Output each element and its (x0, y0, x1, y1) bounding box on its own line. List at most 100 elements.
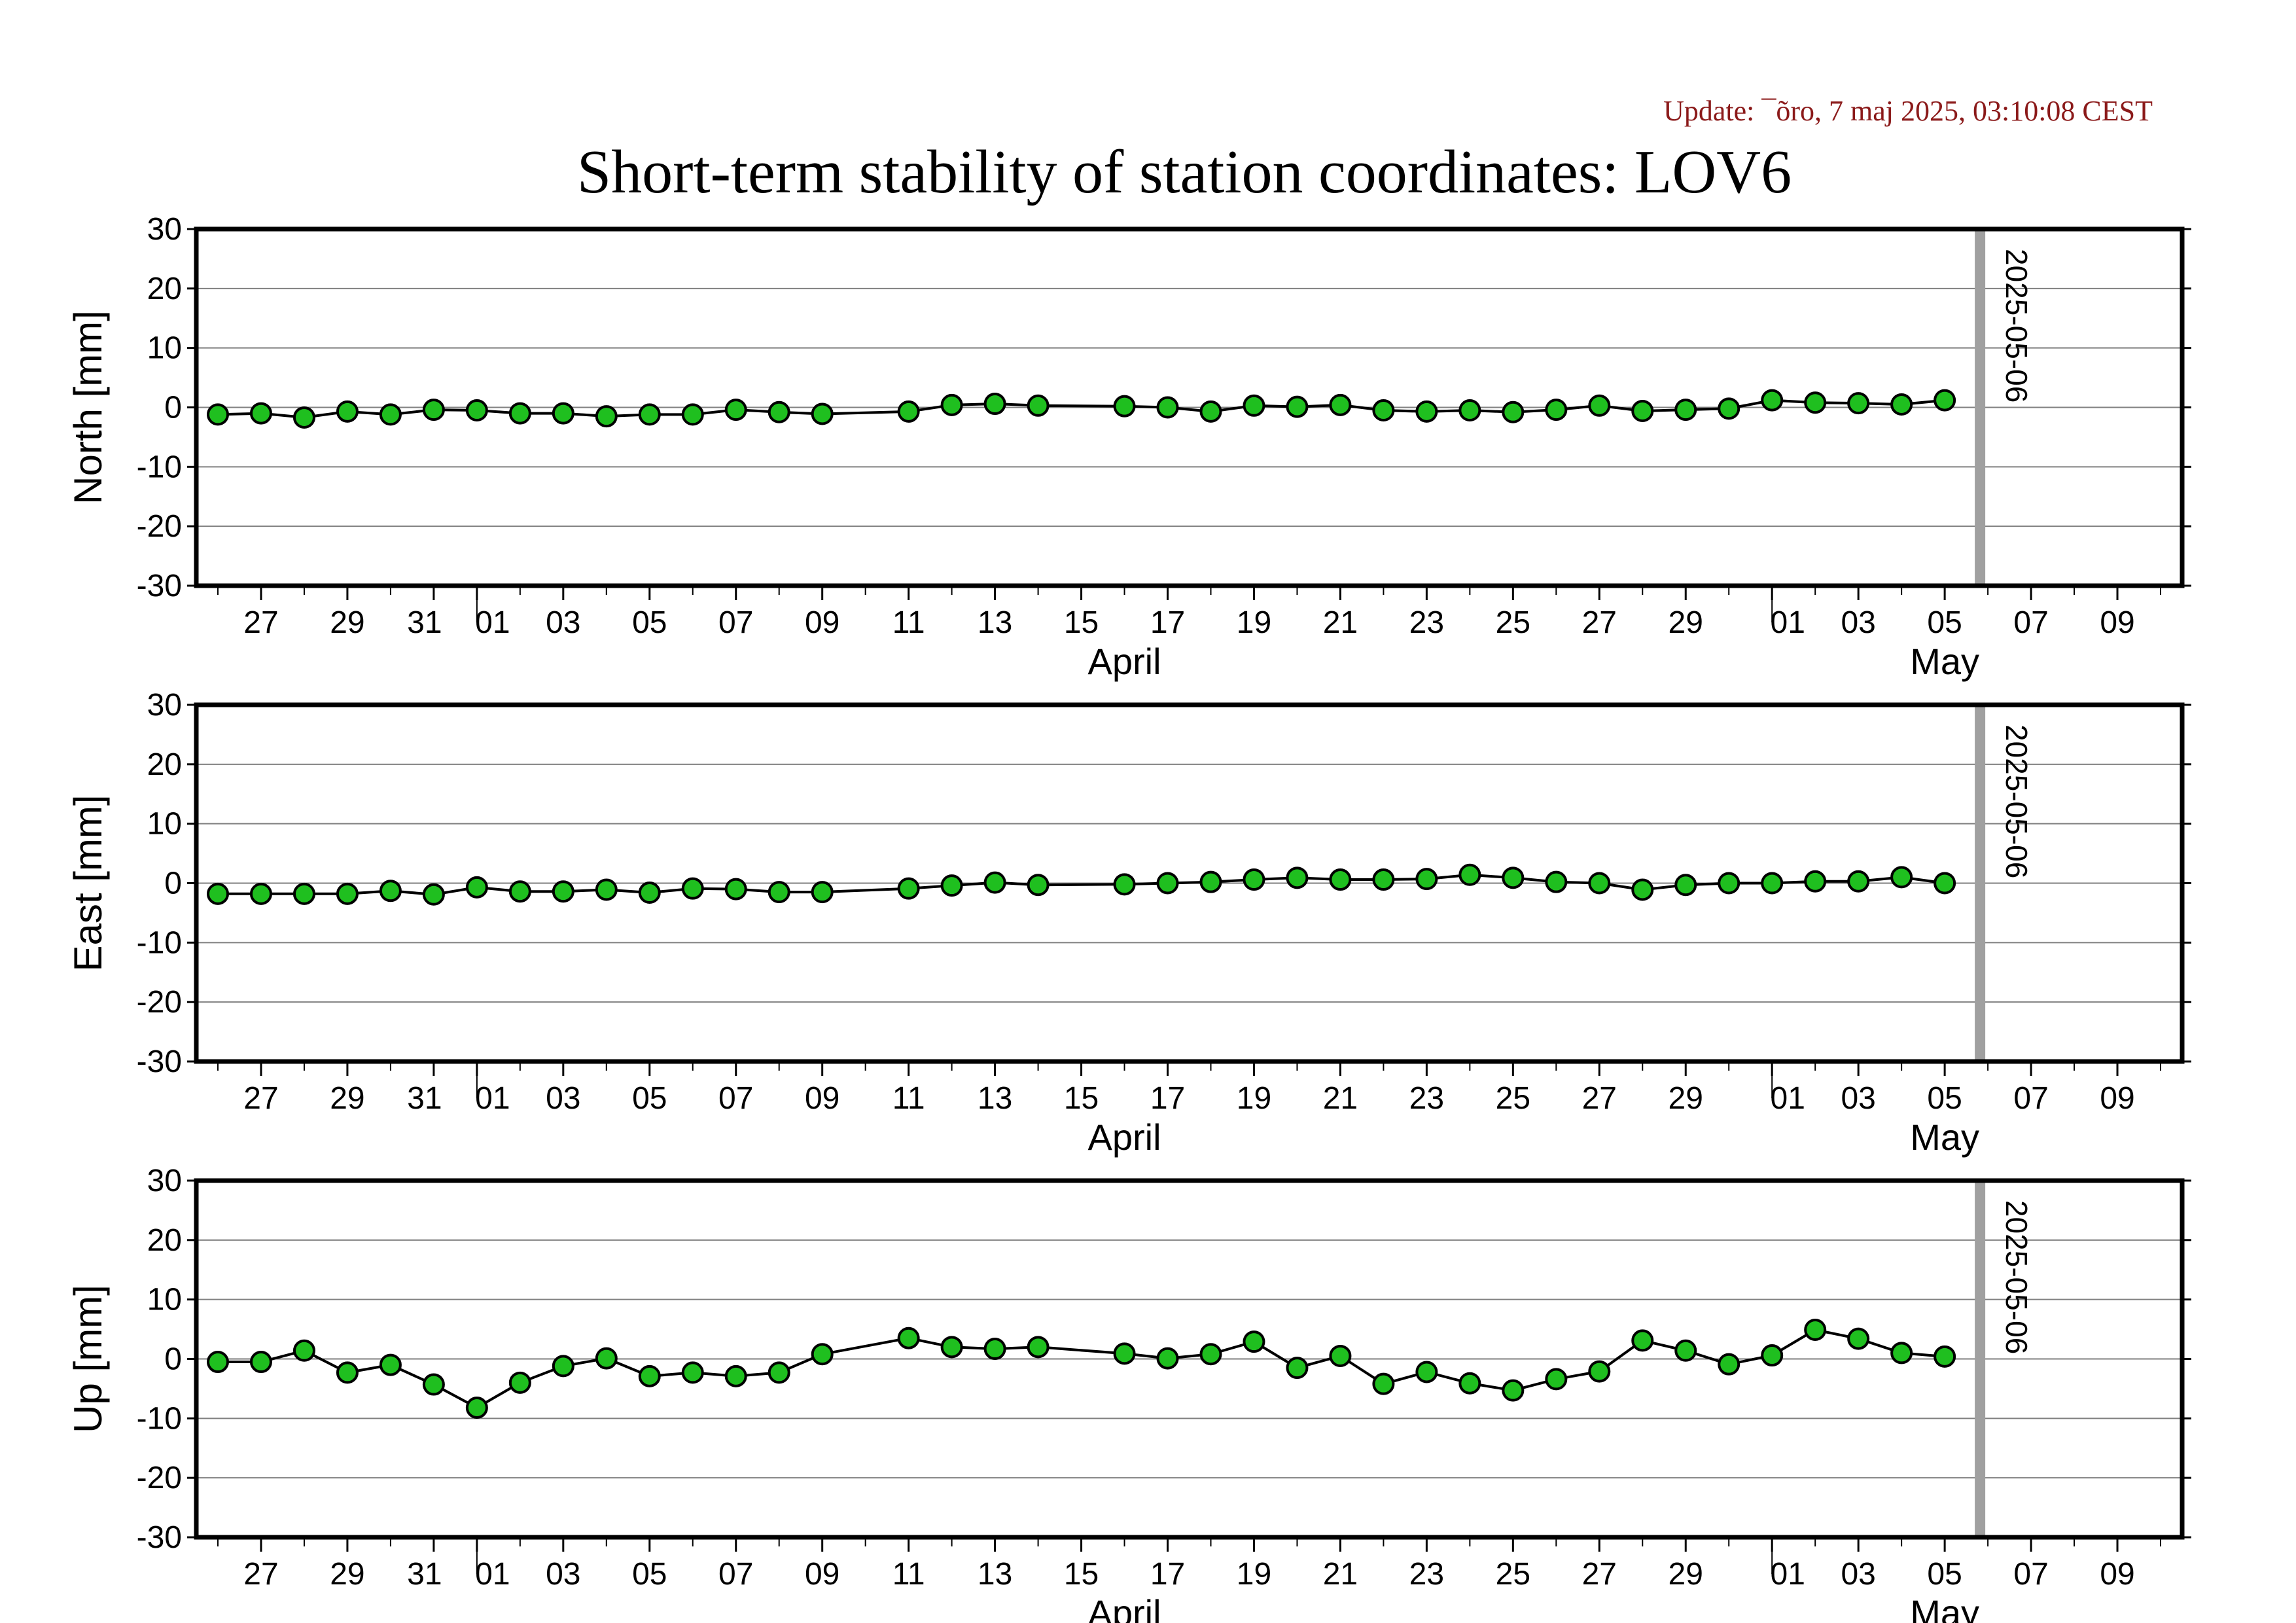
data-point (768, 881, 790, 904)
data-point (768, 1361, 790, 1384)
data-point (1502, 866, 1525, 889)
x-tick-label: 03 (546, 605, 580, 640)
y-tick-label: 30 (147, 212, 182, 247)
data-point (1934, 872, 1956, 895)
data-point (940, 393, 963, 416)
x-tick-label: 23 (1409, 605, 1444, 640)
x-tick-label: 15 (1064, 1557, 1099, 1592)
x-tick-label: 07 (2013, 605, 2048, 640)
data-point (1286, 395, 1309, 418)
y-axis-title: Up [mm] (66, 1285, 110, 1433)
data-point (1631, 399, 1654, 422)
data-point (1329, 393, 1352, 416)
data-point (1243, 394, 1265, 417)
data-point (595, 1347, 618, 1370)
data-point (1588, 394, 1611, 417)
data-point (1847, 870, 1870, 893)
month-label: April (1088, 641, 1161, 682)
data-point (292, 1339, 315, 1362)
data-point (1113, 395, 1136, 418)
data-point (1545, 870, 1568, 893)
data-point (811, 1343, 834, 1366)
x-tick-label: 01 (475, 1081, 510, 1116)
data-point (1243, 868, 1265, 891)
data-point (1199, 1343, 1222, 1366)
data-point (724, 399, 747, 421)
data-point (1545, 1368, 1568, 1391)
x-tick-label: 19 (1237, 1081, 1271, 1116)
plot-frame (194, 1178, 2185, 1540)
data-point (336, 882, 359, 905)
y-tick-label: -20 (137, 1461, 182, 1495)
date-marker-label: 2025-05-06 (2000, 249, 2034, 402)
data-point (983, 871, 1006, 894)
x-tick-label: 05 (632, 605, 667, 640)
data-point (422, 883, 445, 906)
panel-north: 30 20 10 0 -10 -20 -30 2025-05-06 27 29 31 01 03 05 07… (66, 212, 2191, 682)
x-tick-label: 05 (1927, 1557, 1962, 1592)
y-tick-label: -20 (137, 985, 182, 1020)
data-point (1243, 1330, 1265, 1353)
data-point (681, 877, 704, 900)
x-tick-label: 07 (2013, 1557, 2048, 1592)
data-point (1286, 866, 1309, 889)
y-tick-label: -10 (137, 1401, 182, 1436)
data-point (1718, 397, 1740, 420)
x-tick-label: 13 (978, 1081, 1012, 1116)
data-point (552, 402, 574, 425)
data-point (508, 1371, 531, 1394)
data-point (552, 1355, 574, 1378)
data-point (1631, 878, 1654, 901)
data-point (681, 1361, 704, 1384)
data-point (940, 1336, 963, 1359)
data-point (638, 1364, 661, 1387)
data-point (1674, 399, 1697, 421)
y-tick-label: -30 (137, 569, 182, 603)
data-point (422, 1373, 445, 1396)
y-tick-label: 0 (164, 1342, 182, 1377)
data-point (1804, 1318, 1827, 1341)
data-point (508, 880, 531, 903)
x-tick-label: 27 (243, 605, 278, 640)
data-point (1329, 868, 1352, 891)
x-tick-label: 19 (1237, 605, 1271, 640)
data-point (206, 882, 229, 905)
y-axis-title: North [mm] (66, 310, 110, 505)
month-label: April (1088, 1116, 1161, 1158)
data-point (206, 1351, 229, 1374)
x-tick-label: 03 (1841, 1557, 1875, 1592)
x-tick-label: 11 (892, 1557, 925, 1592)
y-axis-title: East [mm] (66, 794, 110, 971)
data-point (1545, 399, 1568, 421)
x-tick-label: 07 (2013, 1081, 2048, 1116)
x-tick-label: 03 (546, 1557, 580, 1592)
x-tick-label: 25 (1496, 605, 1530, 640)
data-point (1027, 394, 1050, 417)
data-point (249, 882, 272, 905)
data-point (1674, 874, 1697, 897)
data-point (249, 1351, 272, 1374)
y-tick-label: 0 (164, 866, 182, 901)
data-point (1372, 1372, 1395, 1395)
x-tick-label: 25 (1496, 1081, 1530, 1116)
data-point (1156, 396, 1179, 419)
data-point (1458, 1372, 1481, 1395)
y-tick-label: -30 (137, 1044, 182, 1079)
data-point (1156, 872, 1179, 895)
data-point (1113, 1342, 1136, 1365)
data-point (897, 877, 920, 900)
x-tick-label: 13 (978, 1557, 1012, 1592)
y-tick-label: 20 (147, 1223, 182, 1258)
y-tick-label: -20 (137, 509, 182, 544)
y-tick-label: 20 (147, 272, 182, 306)
x-tick-label: 23 (1409, 1557, 1444, 1592)
panel-up: 30 20 10 0 -10 -20 -30 2025-05-06 27 29 31 01 03 05 07… (66, 1164, 2191, 1623)
x-tick-label: 17 (1150, 605, 1185, 640)
data-point (379, 880, 402, 902)
data-point (940, 874, 963, 897)
data-point (1761, 872, 1784, 895)
y-tick-label: 20 (147, 747, 182, 782)
data-point (638, 882, 661, 904)
data-point (1027, 1336, 1050, 1359)
